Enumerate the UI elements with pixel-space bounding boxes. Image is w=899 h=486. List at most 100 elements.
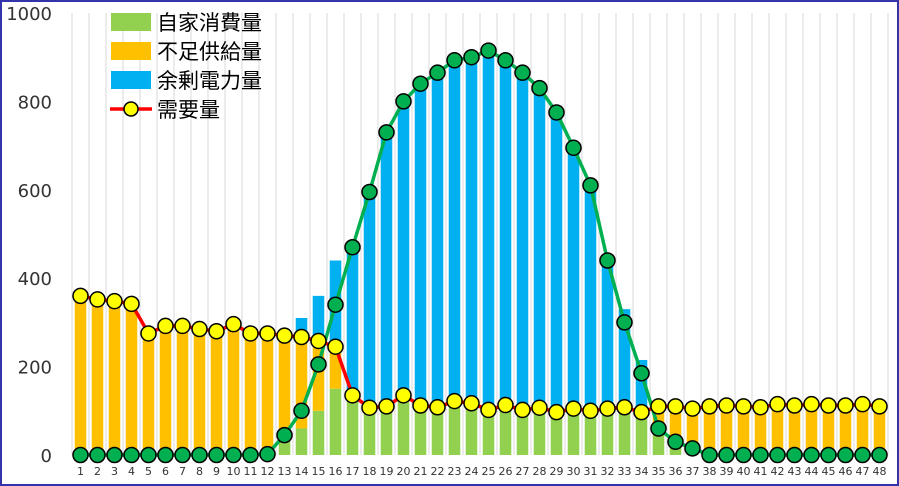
data-point [463,395,480,412]
bar [788,405,801,455]
bar [533,406,546,455]
data-point [310,356,327,373]
x-tick-label: 45 [822,465,836,478]
legend-label: 需要量 [157,98,220,122]
data-point [327,338,344,355]
data-point [259,445,276,463]
data-point [191,320,208,338]
x-tick-label: 12 [261,465,275,478]
bar [635,413,648,455]
x-tick-label: 48 [873,465,887,478]
data-point [514,64,531,81]
bar [652,428,665,455]
x-tick-label: 20 [397,465,411,478]
data-point [650,398,667,415]
data-point [820,446,837,464]
data-point [395,93,412,110]
data-point [378,398,395,415]
bar [448,59,461,400]
data-point [174,446,191,464]
bar [635,359,648,414]
x-tick-label: 41 [754,465,768,478]
bar [856,404,869,455]
data-point [327,296,344,313]
data-point [344,239,361,256]
data-point [293,328,310,346]
bar [652,406,665,429]
data-point [191,446,208,464]
data-point [514,401,531,419]
x-tick-label: 23 [448,465,462,478]
bar [499,404,512,455]
data-point [531,79,548,97]
bar [210,331,223,455]
x-tick-label: 1 [77,465,84,478]
data-point [718,397,735,414]
x-tick-label: 35 [652,465,666,478]
data-point [582,402,599,420]
bar [295,337,308,429]
y-tick-label: 400 [18,269,52,290]
bar [584,410,597,455]
bar [482,408,495,455]
bar [295,317,308,338]
data-point [769,446,786,464]
x-tick-label: 25 [482,465,496,478]
x-tick-label: 38 [703,465,717,478]
data-point [871,446,888,464]
bar [431,70,444,407]
data-point [565,139,582,157]
x-tick-label: 10 [227,465,241,478]
data-point [106,292,123,310]
data-point [769,395,786,413]
data-point [497,52,514,69]
bar [448,399,461,455]
data-point [225,315,242,333]
bar [567,145,580,409]
data-point [157,317,174,335]
x-tick-label: 6 [162,465,169,478]
bar [567,408,580,455]
x-tick-label: 47 [856,465,870,478]
data-point [89,291,106,308]
data-point [667,398,684,415]
data-point [89,446,106,464]
bar [550,410,563,455]
x-tick-label: 30 [567,465,581,478]
data-point [735,446,752,464]
data-point [480,42,497,59]
bar [431,406,444,455]
legend-swatch [111,13,151,31]
bar [414,404,427,455]
data-point [701,446,718,464]
y-tick-label: 1000 [6,4,52,25]
data-point [837,446,854,464]
legend-swatch [111,42,151,60]
x-tick-label: 18 [363,465,377,478]
bar [363,406,376,455]
x-tick-label: 29 [550,465,564,478]
bar [805,404,818,455]
data-point [412,397,429,414]
bar [244,333,257,455]
data-point [616,399,633,416]
bar [601,408,614,455]
data-point [429,64,446,81]
data-point [361,183,378,201]
bar [873,406,886,455]
bar [533,88,546,407]
data-point [344,387,361,404]
data-point [803,395,820,413]
data-point [463,48,480,66]
x-tick-label: 37 [686,465,700,478]
data-point [276,426,293,444]
bar [74,295,87,455]
bar [550,112,563,411]
bar [720,405,733,455]
bar [584,183,597,411]
y-tick-label: 600 [18,181,52,202]
legend-marker [123,101,139,117]
bar [397,395,410,455]
data-point [616,314,633,331]
